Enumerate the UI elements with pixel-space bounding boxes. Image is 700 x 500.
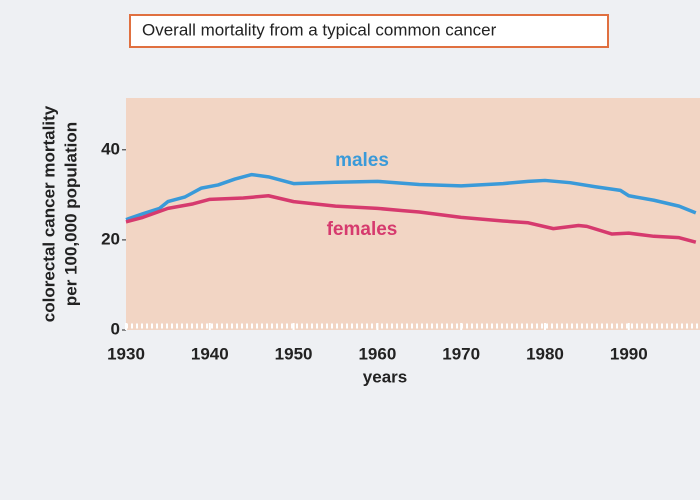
x-tick-label: 1930 [107, 344, 145, 363]
x-axis-title: years [363, 367, 407, 386]
x-tick-label: 1970 [442, 344, 480, 363]
line-series [125, 172, 697, 222]
y-tick-label: 20 [101, 229, 120, 248]
x-tick-label: 1940 [191, 344, 229, 363]
x-tick-label: 1960 [358, 344, 396, 363]
series-label: females [327, 219, 398, 240]
y-tick-label: 40 [101, 139, 120, 158]
y-axis-title: per 100,000 population [61, 122, 80, 306]
x-tick-label: 1950 [275, 344, 313, 363]
x-tick-label: 1990 [610, 344, 648, 363]
title-box [129, 14, 609, 48]
x-tick-label: 1980 [526, 344, 564, 363]
series-label: males [335, 150, 389, 171]
y-axis-title: colorectal cancer mortality [39, 105, 58, 322]
y-tick-label: 0 [111, 319, 120, 338]
plot-background [126, 98, 700, 330]
line-series [125, 194, 697, 244]
chart-title: Overall mortality from a typical common … [142, 20, 497, 39]
